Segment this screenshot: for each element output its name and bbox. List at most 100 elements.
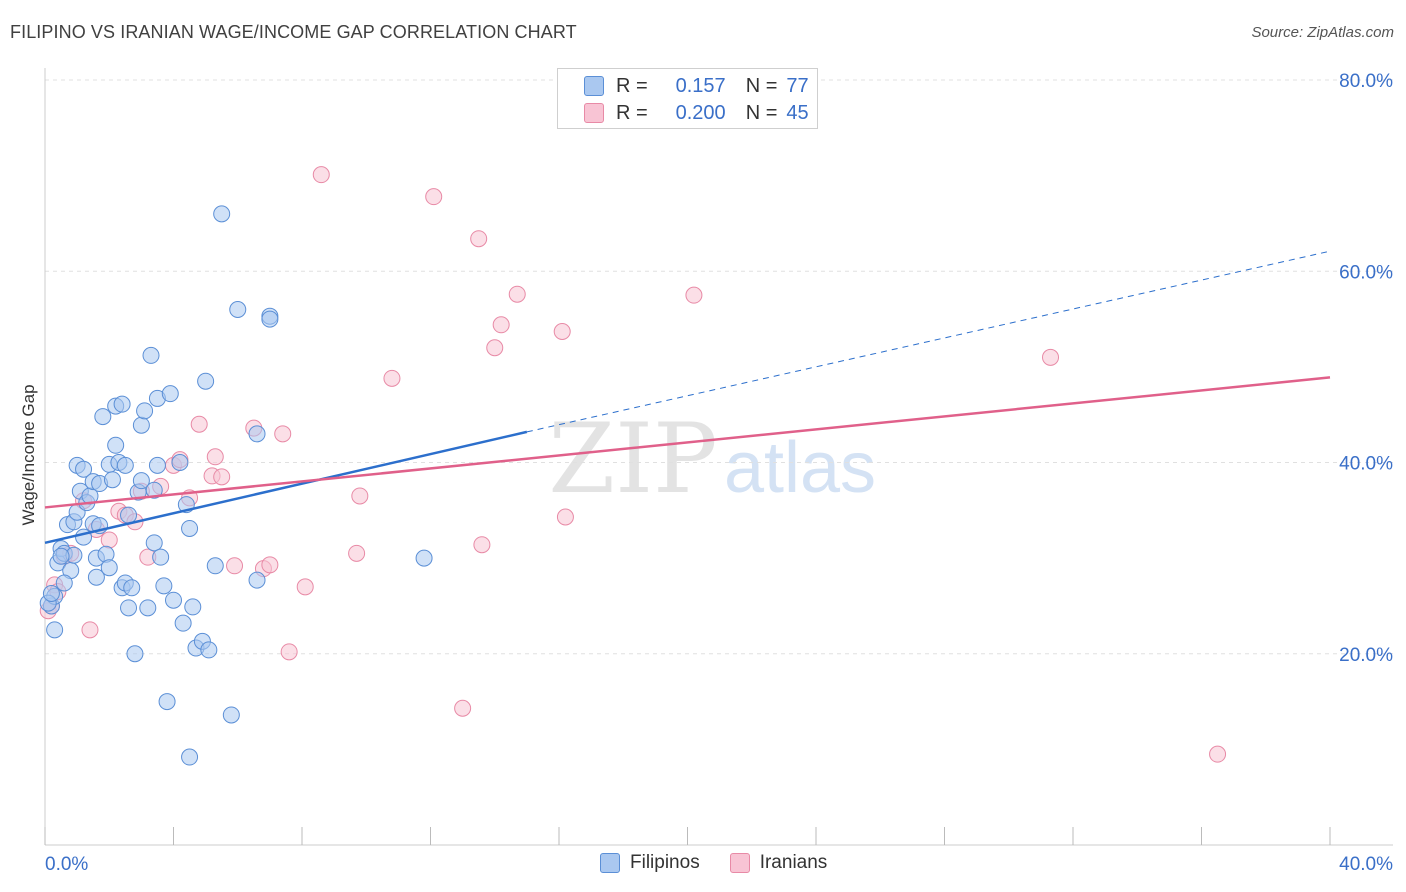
r-label: R = (616, 101, 648, 124)
iranian-point (190, 415, 208, 433)
y-axis-label: Wage/Income Gap (19, 384, 38, 526)
filipino-point (158, 693, 176, 711)
iranian-point (492, 316, 510, 334)
filipino-point (181, 748, 199, 766)
filipino-point (155, 577, 173, 595)
filipino-point (52, 547, 70, 565)
iranian-point (274, 425, 292, 443)
filipino-point (165, 591, 182, 609)
iranian-point (206, 448, 224, 466)
iranians-swatch (584, 103, 604, 123)
filipino-point (171, 454, 189, 471)
watermark-zip: ZIP (548, 403, 717, 515)
filipino-point (142, 346, 160, 364)
filipino-point (126, 645, 144, 663)
filipino-point (132, 472, 150, 490)
filipino-point (206, 557, 224, 575)
filipino-point (103, 471, 121, 489)
chart-title: FILIPINO VS IRANIAN WAGE/INCOME GAP CORR… (10, 22, 577, 42)
iranian-point (81, 621, 99, 639)
legend-item-iranians: Iranians (729, 852, 828, 874)
iranian-point (351, 487, 369, 505)
filipinos-series (39, 205, 433, 766)
filipinos-trend-line (44, 430, 528, 545)
iranian-point (1042, 348, 1060, 366)
watermark: ZIP atlas (548, 403, 876, 515)
filipino-point (213, 205, 231, 223)
iranian-point (508, 285, 526, 303)
iranians-trend-line (44, 376, 1331, 509)
filipino-point (55, 574, 73, 592)
y-tick-label: 40.0% (1339, 454, 1393, 475)
n-value: 77 (786, 74, 809, 97)
filipino-point (261, 310, 279, 328)
iranian-point (454, 699, 472, 717)
correlation-legend: R = 0.157 N = 77 R = 0.200 N = 45 (557, 68, 818, 129)
n-label: N = (745, 101, 778, 124)
filipino-point (75, 460, 93, 478)
iranian-point (296, 578, 314, 596)
y-tick-label: 80.0% (1339, 71, 1393, 92)
filipino-point (229, 301, 247, 318)
legend-row-filipinos: R = 0.157 N = 77 (584, 72, 809, 100)
filipino-point (120, 599, 138, 617)
r-label: R = (616, 74, 648, 97)
iranian-point (553, 322, 571, 340)
filipino-point (107, 436, 125, 454)
filipino-point (200, 641, 218, 659)
filipino-point (174, 614, 192, 632)
x-tick-label: 0.0% (45, 854, 88, 875)
filipino-point (184, 598, 202, 616)
gridlines (45, 79, 1393, 655)
tick-labels: 20.0% 40.0% 60.0% 80.0% 0.0% 40.0% (45, 71, 1393, 875)
x-tick-label: 40.0% (1339, 854, 1393, 875)
filipino-point (136, 402, 154, 420)
legend-label-iranians: Iranians (759, 852, 828, 873)
iranian-point (425, 188, 443, 206)
iranian-point (348, 544, 366, 562)
trend-lines (44, 250, 1331, 545)
r-value: 0.200 (675, 101, 726, 124)
iranian-point (100, 531, 118, 549)
watermark-atlas: atlas (724, 428, 876, 508)
series-legend: Filipinos Iranians (600, 852, 857, 874)
filipinos-swatch (584, 76, 604, 96)
filipino-point (152, 548, 170, 566)
filipino-point (145, 481, 163, 499)
source-label: Source: ZipAtlas.com (1251, 24, 1394, 41)
filipino-point (148, 456, 166, 474)
filipino-point (132, 416, 150, 434)
iranian-point (556, 508, 574, 526)
legend-label-filipinos: Filipinos (630, 852, 700, 873)
iranian-point (473, 536, 491, 554)
filipino-point (123, 579, 141, 597)
filipino-point (116, 456, 134, 474)
filipino-point (113, 395, 131, 413)
filipino-point (139, 599, 157, 617)
filipino-point (46, 621, 64, 639)
r-value: 0.157 (675, 74, 726, 97)
y-tick-label: 60.0% (1339, 262, 1393, 283)
filipino-point (248, 571, 266, 589)
iranian-point (470, 230, 488, 248)
legend-item-filipinos: Filipinos (600, 852, 700, 874)
filipino-point (222, 706, 240, 724)
filipino-point (94, 408, 112, 426)
iranian-point (280, 643, 298, 661)
filipino-point (100, 559, 118, 577)
filipinos-trend-line-dashed (526, 250, 1331, 433)
filipinos-swatch (600, 853, 620, 873)
iranian-point (261, 556, 279, 574)
iranian-point (486, 339, 504, 357)
filipino-point (197, 372, 215, 390)
filipino-point (161, 385, 179, 403)
n-label: N = (745, 74, 778, 97)
filipino-point (87, 568, 105, 586)
iranian-point (685, 286, 703, 304)
legend-row-iranians: R = 0.200 N = 45 (584, 99, 809, 127)
iranian-point (213, 468, 231, 486)
iranians-swatch (729, 853, 750, 873)
iranian-point (226, 557, 244, 575)
filipino-point (120, 506, 138, 524)
